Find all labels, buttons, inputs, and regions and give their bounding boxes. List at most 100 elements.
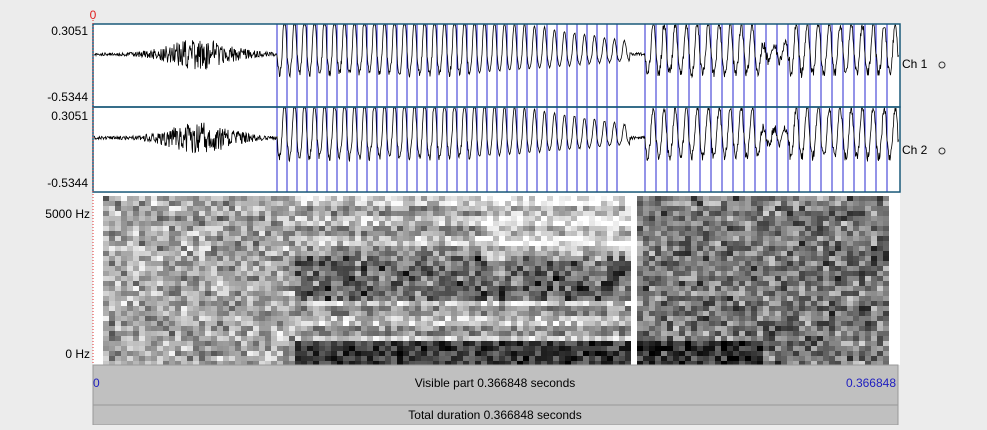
spectrogram-cell xyxy=(427,251,433,256)
spectrogram-cell xyxy=(373,351,379,356)
spectrogram-cell xyxy=(193,251,199,256)
spectrogram-cell xyxy=(289,301,295,306)
spectrogram-cell xyxy=(793,321,799,326)
spectrogram-cell xyxy=(493,251,499,256)
spectrogram-cell xyxy=(139,346,145,351)
spectrogram-cell xyxy=(187,236,193,241)
spectrogram-cell xyxy=(775,356,781,361)
spectrogram-cell xyxy=(499,321,505,326)
spectrogram-cell xyxy=(769,231,775,236)
spectrogram-cell xyxy=(625,301,631,306)
spectrogram-cell xyxy=(559,206,565,211)
spectrogram-cell xyxy=(325,321,331,326)
spectrogram-cell xyxy=(547,326,553,331)
spectrogram-cell xyxy=(397,206,403,211)
spectrogram-cell xyxy=(535,196,541,201)
spectrogram-cell xyxy=(499,251,505,256)
spectrogram-cell xyxy=(175,286,181,291)
spectrogram-cell xyxy=(559,346,565,351)
spectrogram-cell xyxy=(235,331,241,336)
spectrogram-cell xyxy=(595,336,601,341)
spectrogram-cell xyxy=(667,226,673,231)
spectrogram-cell xyxy=(583,321,589,326)
spectrogram-cell xyxy=(547,281,553,286)
spectrogram-cell xyxy=(235,296,241,301)
spectrogram-cell xyxy=(535,346,541,351)
spectrogram-cell xyxy=(451,291,457,296)
spectrogram-cell xyxy=(427,331,433,336)
spectrogram-cell xyxy=(547,271,553,276)
spectrogram-cell xyxy=(757,211,763,216)
ch2-label[interactable]: Ch 2 xyxy=(902,143,928,157)
spectrogram-cell xyxy=(271,341,277,346)
spectrogram-cell xyxy=(241,261,247,266)
spectrogram-cell xyxy=(211,286,217,291)
spectrogram-cell xyxy=(661,246,667,251)
spectrogram-cell xyxy=(355,336,361,341)
spectrogram-cell xyxy=(697,291,703,296)
spectrogram-cell xyxy=(319,256,325,261)
spectrogram-cell xyxy=(103,196,109,201)
spectrogram-cell xyxy=(205,266,211,271)
spectrogram-cell xyxy=(205,281,211,286)
spectrogram-cell xyxy=(853,211,859,216)
spectrogram-cell xyxy=(613,261,619,266)
spectrogram-cell xyxy=(571,321,577,326)
spectrogram-cell xyxy=(823,246,829,251)
spectrogram-cell xyxy=(829,286,835,291)
spectrogram-cell xyxy=(691,306,697,311)
spectrogram-cell xyxy=(199,261,205,266)
spectrogram-cell xyxy=(175,231,181,236)
spectrogram-cell xyxy=(211,336,217,341)
spectrogram-cell xyxy=(217,311,223,316)
spectrogram-cell xyxy=(679,276,685,281)
spectrogram-cell xyxy=(745,306,751,311)
spectrogram-cell xyxy=(481,246,487,251)
spectrogram-cell xyxy=(571,271,577,276)
spectrogram-cell xyxy=(409,201,415,206)
spectrogram-cell xyxy=(493,301,499,306)
spectrogram-cell xyxy=(145,301,151,306)
spectrogram-cell xyxy=(133,296,139,301)
spectrogram-cell xyxy=(391,351,397,356)
spectrogram-cell xyxy=(403,231,409,236)
spectrogram-cell xyxy=(205,356,211,361)
spectrogram-cell xyxy=(289,226,295,231)
spectrogram-cell xyxy=(355,276,361,281)
spectrogram-cell xyxy=(559,231,565,236)
spectrogram-cell xyxy=(571,276,577,281)
spectrogram-cell xyxy=(727,331,733,336)
spectrogram-cell xyxy=(385,321,391,326)
spectrogram-cell xyxy=(121,326,127,331)
spectrogram-cell xyxy=(337,296,343,301)
spectrogram-cell xyxy=(619,301,625,306)
spectrogram-cell xyxy=(415,206,421,211)
spectrogram-cell xyxy=(487,241,493,246)
spectrogram-cell xyxy=(721,276,727,281)
spectrogram-cell xyxy=(343,316,349,321)
spectrogram-cell xyxy=(277,311,283,316)
spectrogram-cell xyxy=(763,211,769,216)
spectrogram-cell xyxy=(697,286,703,291)
spectrogram-cell xyxy=(823,226,829,231)
spectrogram-cell xyxy=(163,341,169,346)
spectrogram-cell xyxy=(415,246,421,251)
spectrogram-cell xyxy=(379,281,385,286)
spectrogram-cell xyxy=(151,331,157,336)
spectrogram-cell xyxy=(163,351,169,356)
spectrogram-cell xyxy=(739,271,745,276)
spectrogram-cell xyxy=(487,346,493,351)
spectrogram-cell xyxy=(673,341,679,346)
spectrogram-cell xyxy=(409,341,415,346)
spectrogram-cell xyxy=(181,346,187,351)
ch1-label[interactable]: Ch 1 xyxy=(902,57,928,71)
spectrogram-cell xyxy=(565,196,571,201)
spectrogram-cell xyxy=(559,271,565,276)
spectrogram-cell xyxy=(853,216,859,221)
spectrogram-cell xyxy=(169,241,175,246)
spectrogram-cell xyxy=(103,356,109,361)
spectrogram-cell xyxy=(409,211,415,216)
spectrogram-cell xyxy=(253,301,259,306)
spectrogram-cell xyxy=(295,276,301,281)
spectrogram-cell xyxy=(769,261,775,266)
